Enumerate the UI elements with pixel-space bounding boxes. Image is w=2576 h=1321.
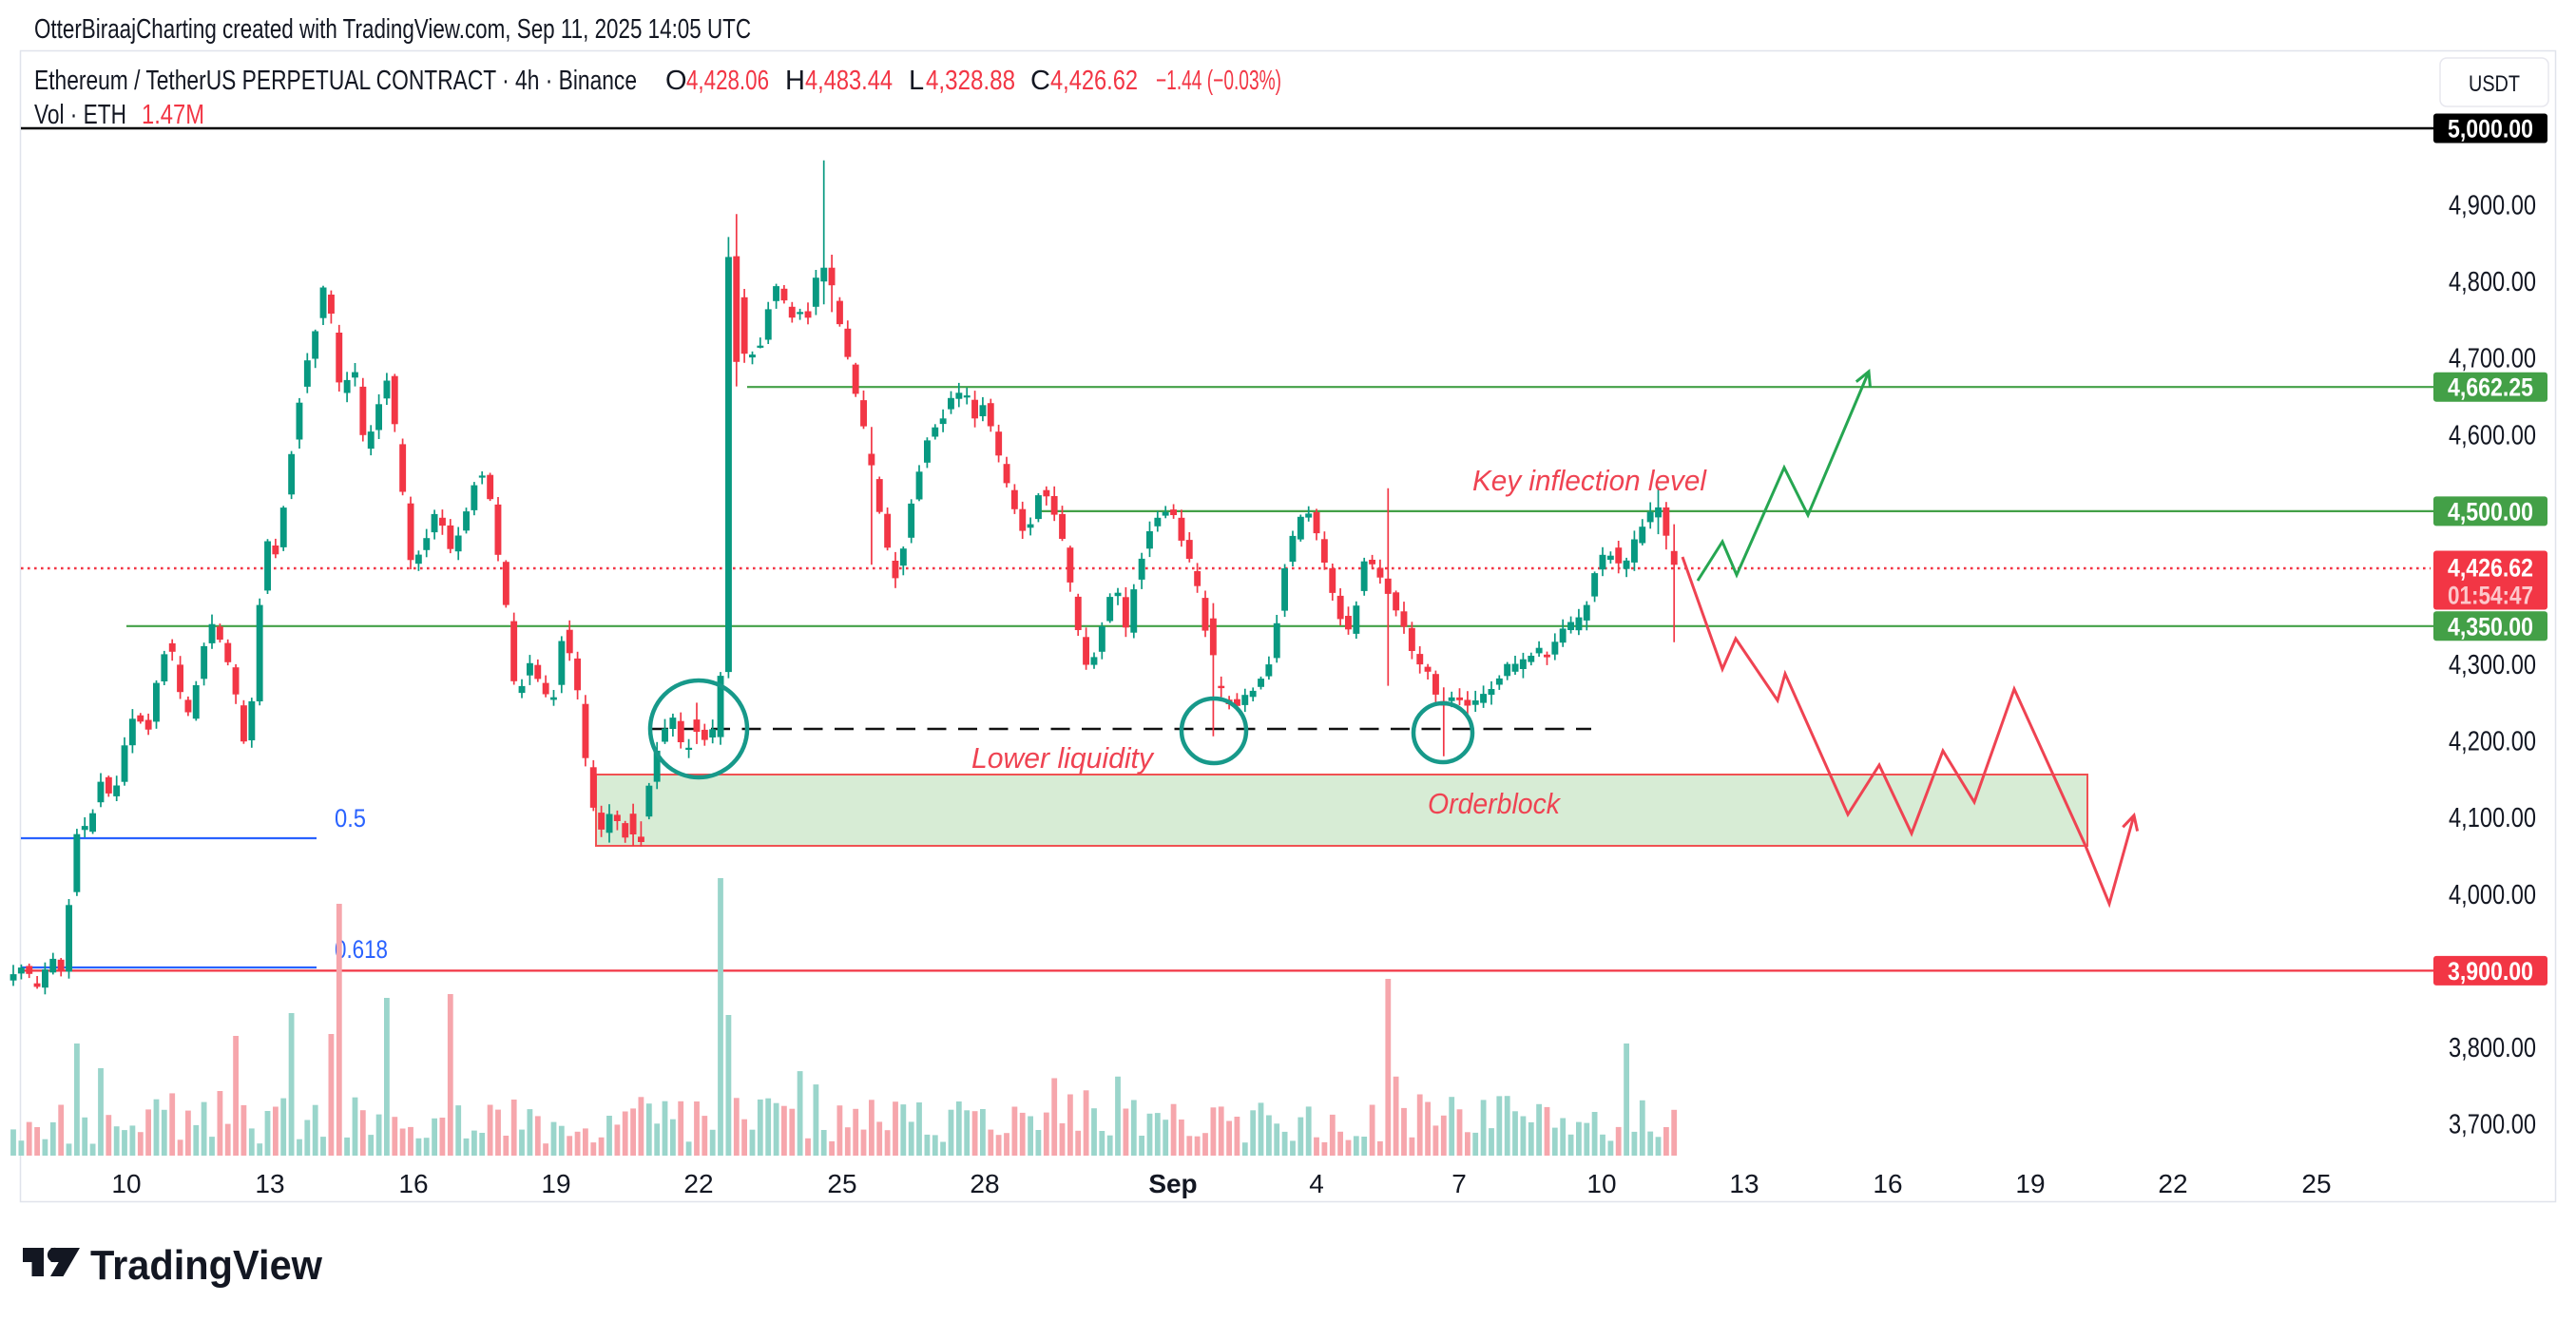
svg-text:25: 25: [827, 1169, 856, 1198]
svg-text:4,900.00: 4,900.00: [2449, 191, 2536, 221]
svg-text:4,700.00: 4,700.00: [2449, 344, 2536, 374]
svg-text:4,300.00: 4,300.00: [2449, 650, 2536, 680]
svg-text:4,428.06: 4,428.06: [686, 66, 769, 96]
svg-text:OtterBiraajCharting created wi: OtterBiraajCharting created with Trading…: [34, 14, 751, 45]
svg-text:4,426.62: 4,426.62: [1050, 66, 1138, 96]
svg-text:4,200.00: 4,200.00: [2449, 727, 2536, 757]
svg-text:10: 10: [111, 1169, 141, 1198]
svg-text:3,700.00: 3,700.00: [2449, 1110, 2536, 1140]
svg-text:22: 22: [683, 1169, 713, 1198]
svg-text:19: 19: [2015, 1169, 2045, 1198]
svg-text:Lower liquidity: Lower liquidity: [971, 741, 1155, 775]
svg-text:01:54:47: 01:54:47: [2448, 582, 2533, 610]
svg-text:4,500.00: 4,500.00: [2448, 497, 2533, 526]
svg-text:Key inflection level: Key inflection level: [1472, 464, 1707, 497]
svg-text:16: 16: [398, 1169, 428, 1198]
svg-text:4,800.00: 4,800.00: [2449, 267, 2536, 297]
svg-text:Ethereum / TetherUS PERPETUAL: Ethereum / TetherUS PERPETUAL CONTRACT ·…: [34, 66, 637, 96]
svg-text:4,328.88: 4,328.88: [926, 66, 1015, 96]
svg-text:0.5: 0.5: [335, 804, 366, 833]
svg-text:16: 16: [1873, 1169, 1902, 1198]
svg-text:−1.44 (−0.03%): −1.44 (−0.03%): [1156, 66, 1281, 96]
svg-text:4: 4: [1309, 1169, 1324, 1198]
svg-text:22: 22: [2158, 1169, 2187, 1198]
svg-text:Orderblock: Orderblock: [1428, 787, 1561, 820]
svg-text:3,800.00: 3,800.00: [2449, 1033, 2536, 1063]
svg-text:H: H: [785, 66, 805, 96]
svg-text:C: C: [1030, 66, 1050, 96]
svg-text:Sep: Sep: [1148, 1169, 1197, 1198]
svg-text:3,900.00: 3,900.00: [2448, 957, 2533, 986]
svg-text:4,100.00: 4,100.00: [2449, 803, 2536, 833]
svg-text:O: O: [665, 66, 687, 96]
svg-text:13: 13: [255, 1169, 284, 1198]
svg-text:Vol · ETH: Vol · ETH: [34, 100, 126, 130]
svg-text:4,426.62: 4,426.62: [2448, 554, 2533, 583]
svg-text:5,000.00: 5,000.00: [2448, 115, 2533, 144]
svg-text:L: L: [909, 66, 924, 96]
svg-text:USDT: USDT: [2469, 71, 2520, 97]
svg-text:TradingView: TradingView: [90, 1242, 323, 1289]
svg-text:4,350.00: 4,350.00: [2448, 612, 2533, 641]
svg-text:25: 25: [2301, 1169, 2331, 1198]
svg-text:4,662.25: 4,662.25: [2448, 373, 2533, 402]
svg-text:0.618: 0.618: [335, 935, 388, 964]
svg-text:1.47M: 1.47M: [142, 100, 204, 130]
svg-text:10: 10: [1586, 1169, 1616, 1198]
svg-text:13: 13: [1729, 1169, 1759, 1198]
svg-text:4,000.00: 4,000.00: [2449, 880, 2536, 910]
svg-text:28: 28: [970, 1169, 999, 1198]
svg-text:4,483.44: 4,483.44: [805, 66, 893, 96]
svg-text:19: 19: [541, 1169, 570, 1198]
svg-text:7: 7: [1451, 1169, 1467, 1198]
svg-text:4,600.00: 4,600.00: [2449, 420, 2536, 450]
